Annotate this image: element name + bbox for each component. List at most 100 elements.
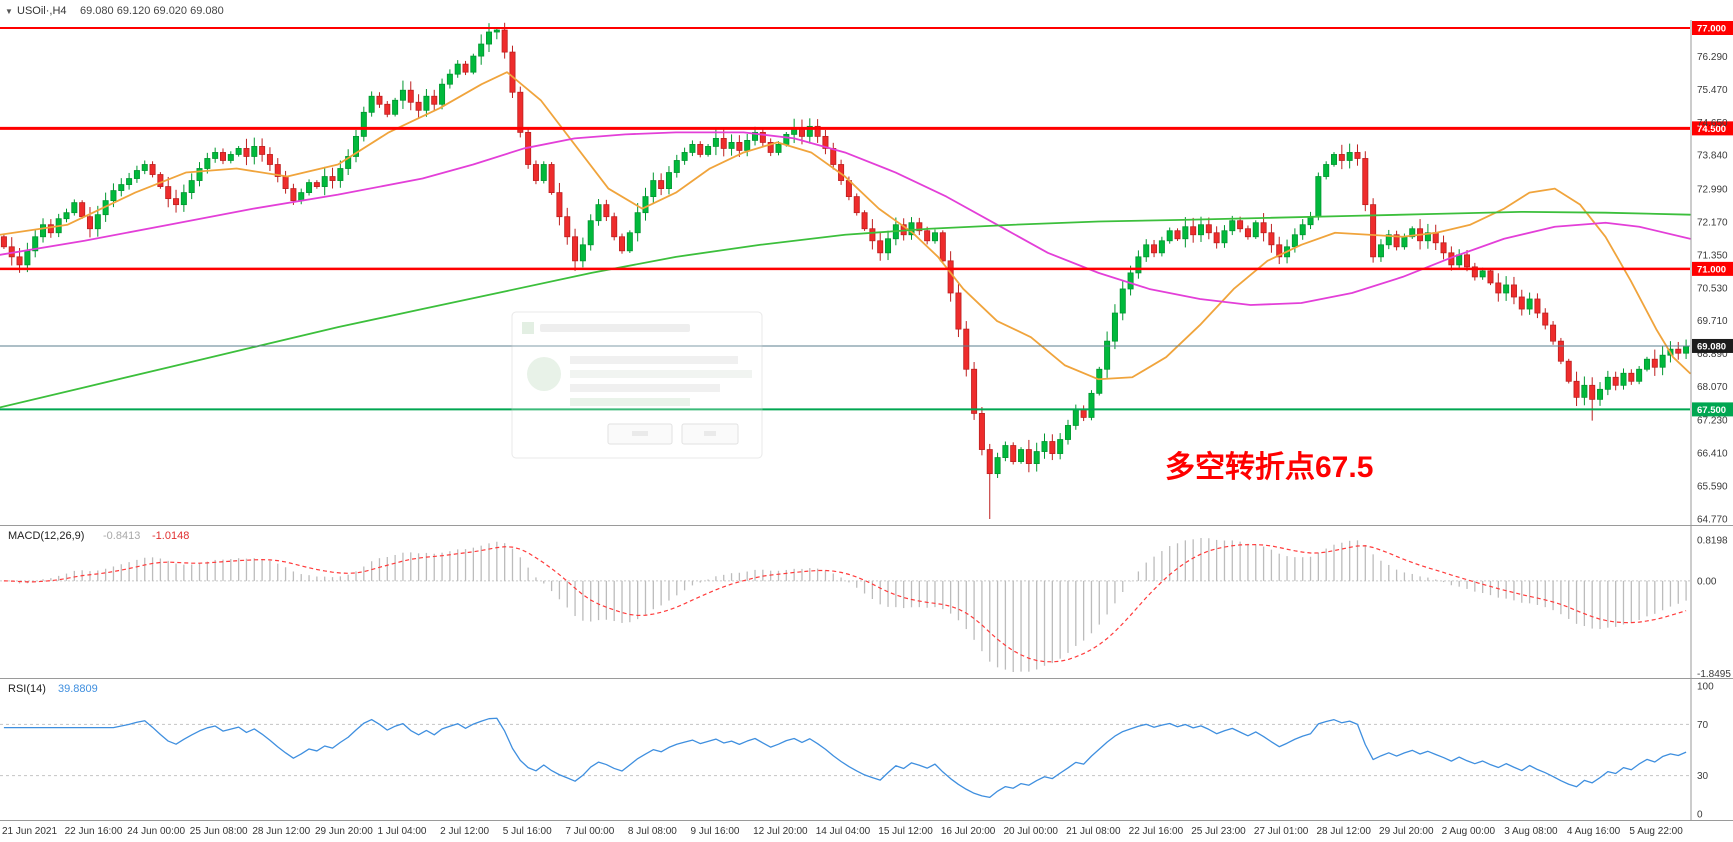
- date-label: 4 Aug 16:00: [1567, 826, 1621, 837]
- date-label: 5 Jul 16:00: [503, 826, 552, 837]
- candle: [173, 189, 180, 213]
- candle: [939, 230, 946, 264]
- candle: [1190, 217, 1197, 243]
- candle: [462, 60, 469, 76]
- price-tick-label: 66.410: [1697, 449, 1728, 460]
- date-label: 22 Jul 16:00: [1129, 826, 1184, 837]
- candle: [744, 133, 751, 157]
- price-tick-label: 70.530: [1697, 283, 1728, 294]
- candle: [1557, 337, 1564, 365]
- candle: [1252, 220, 1259, 239]
- candle: [830, 142, 837, 170]
- rsi-line: [3, 717, 1687, 799]
- candle: [626, 230, 633, 253]
- rsi-tick-label: 30: [1697, 771, 1709, 782]
- candle: [556, 182, 563, 226]
- candle: [1315, 172, 1322, 221]
- candle: [1495, 273, 1502, 302]
- candle: [259, 138, 266, 162]
- candle: [1049, 434, 1056, 461]
- candle: [1628, 369, 1635, 385]
- candle: [1174, 228, 1181, 241]
- candle: [321, 166, 328, 196]
- candle: [423, 89, 430, 117]
- candle: [869, 219, 876, 250]
- candle: [1119, 280, 1126, 321]
- date-label: 2 Jul 12:00: [440, 826, 489, 837]
- candle: [1096, 366, 1103, 396]
- macd-value-main: -0.8413: [103, 530, 140, 542]
- candle: [1111, 304, 1118, 350]
- chart-expander-icon[interactable]: ▼: [5, 7, 13, 16]
- candle: [1018, 447, 1025, 464]
- candle: [728, 134, 735, 156]
- candle: [752, 126, 759, 146]
- candle: [1276, 236, 1283, 265]
- candle: [40, 218, 47, 243]
- ma-mid-magenta: [0, 131, 1691, 306]
- macd-panel: 0.8198 0.00 -1.8495: [0, 535, 1731, 680]
- candle: [908, 217, 915, 240]
- candle: [1002, 441, 1009, 462]
- candle: [955, 284, 962, 338]
- price-tick-label: 75.470: [1697, 85, 1728, 96]
- candle: [1025, 439, 1032, 473]
- candle: [1589, 377, 1596, 421]
- candle: [697, 141, 704, 158]
- candle: [1331, 152, 1338, 167]
- candle: [1597, 382, 1604, 406]
- candle: [900, 218, 907, 241]
- candle: [1550, 321, 1557, 345]
- candle: [126, 172, 133, 190]
- candle: [1385, 229, 1392, 250]
- candle: [720, 129, 727, 157]
- date-label: 12 Jul 20:00: [753, 826, 808, 837]
- rsi-tick-label: 70: [1697, 720, 1709, 731]
- macd-tick-label: 0.00: [1697, 576, 1717, 587]
- candle: [71, 199, 78, 216]
- candle: [1299, 219, 1306, 240]
- candle: [1432, 224, 1439, 251]
- candle: [439, 78, 446, 110]
- rsi-panel: 100 70 30 0: [0, 682, 1714, 821]
- date-label: 14 Jul 04:00: [816, 826, 871, 837]
- candle: [86, 207, 93, 238]
- candle: [1636, 366, 1643, 385]
- date-axis[interactable]: 21 Jun 2021 22 Jun 16:00 24 Jun 00:00 25 Ju…: [2, 826, 1683, 837]
- trend-annotation[interactable]: 多空转折点67.5: [1165, 451, 1373, 484]
- candle: [313, 180, 320, 189]
- candle: [1244, 225, 1251, 240]
- candle: [368, 91, 375, 117]
- candle: [767, 138, 774, 157]
- candle: [1088, 390, 1095, 421]
- candle: [540, 161, 547, 184]
- candle: [1151, 239, 1158, 258]
- candle: [274, 158, 281, 183]
- candle: [1581, 376, 1588, 406]
- horizontal-level-lines[interactable]: 77.000 74.500 71.000 67.500: [0, 20, 1733, 417]
- candle: [759, 127, 766, 147]
- date-label: 7 Jul 00:00: [565, 826, 614, 837]
- candle: [1643, 356, 1650, 372]
- candle: [141, 160, 148, 175]
- candle: [1010, 442, 1017, 465]
- candle: [1440, 235, 1447, 260]
- candle: [619, 233, 626, 254]
- candle: [665, 166, 672, 195]
- candle: [1518, 289, 1525, 316]
- candle: [1268, 223, 1275, 253]
- price-badge-label: 69.080: [1697, 341, 1726, 352]
- candle: [251, 137, 258, 165]
- price-axis[interactable]: 76.290 75.470 74.650 73.840 72.990 72.170 71.3…: [1690, 20, 1728, 820]
- date-label: 2 Aug 00:00: [1442, 826, 1496, 837]
- price-tick-label: 73.840: [1697, 150, 1728, 161]
- candle: [1221, 225, 1228, 248]
- candle: [188, 173, 195, 200]
- macd-tick-label: -1.8495: [1697, 669, 1731, 680]
- price-badge: [1692, 121, 1733, 136]
- candle: [376, 92, 383, 108]
- candle: [1471, 262, 1478, 281]
- candle: [509, 45, 516, 99]
- candle: [994, 452, 1001, 478]
- candle: [470, 53, 477, 75]
